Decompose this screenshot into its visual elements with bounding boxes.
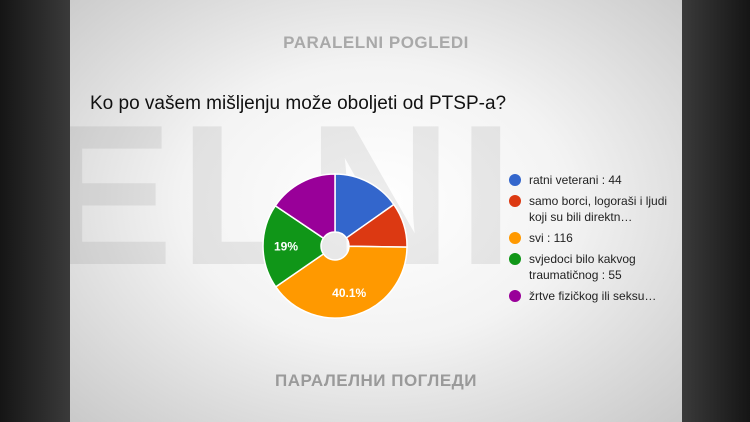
legend-label-2: samo borci, logoraši i ljudi koji su bil… — [529, 194, 668, 224]
legend-swatch-1 — [509, 174, 521, 186]
legend-item-4: svjedoci bilo kakvog traumatičnog : 55 — [507, 251, 682, 283]
legend-label-3: svi : 116 — [529, 231, 573, 245]
legend-item-2: samo borci, logoraši i ljudi koji su bil… — [507, 193, 682, 225]
brand-label-top: PARALELNI POGLEDI — [283, 33, 469, 52]
slice-label-3: 40.1% — [332, 286, 366, 300]
right-frame — [682, 0, 750, 422]
legend-swatch-4 — [509, 253, 521, 265]
legend-label-4: svjedoci bilo kakvog traumatičnog : 55 — [529, 252, 636, 282]
legend-item-1: ratni veterani : 44 — [507, 172, 682, 188]
pie-chart: 40.1% 19% — [262, 173, 408, 319]
legend-label-1: ratni veterani : 44 — [529, 173, 622, 187]
slice-label-4: 19% — [274, 239, 298, 253]
legend-swatch-2 — [509, 195, 521, 207]
pie-slice-3 — [274, 245, 408, 319]
legend-item-3: svi : 116 — [507, 230, 682, 246]
chart-legend: ratni veterani : 44 samo borci, logoraši … — [507, 172, 682, 309]
legend-label-5: žrtve fizičkog ili seksu… — [529, 289, 657, 303]
pie-slice-5 — [274, 173, 336, 240]
legend-item-5: žrtve fizičkog ili seksu… — [507, 288, 682, 304]
chart-title: Ko po vašem mišljenju može oboljeti od P… — [90, 93, 507, 114]
pie-slice-4 — [262, 204, 325, 288]
legend-swatch-5 — [509, 290, 521, 302]
legend-swatch-3 — [509, 232, 521, 244]
left-frame — [0, 0, 70, 422]
brand-label-bottom: ПАРАЛЕЛНИ ПОГЛЕДИ — [275, 371, 477, 390]
chart-panel: ELNI PARALELNI POGLEDI Ko po vašem mišlj… — [70, 0, 682, 422]
pie-slice-1 — [334, 173, 395, 239]
